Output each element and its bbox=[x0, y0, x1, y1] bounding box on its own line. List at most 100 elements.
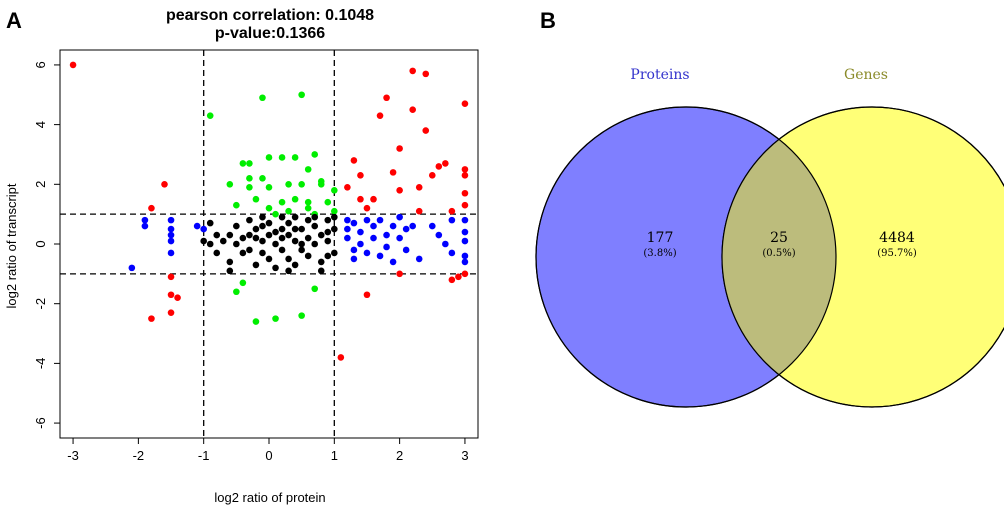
scatter-point bbox=[409, 222, 416, 230]
scatter-point bbox=[311, 240, 319, 248]
scatter-point bbox=[167, 309, 175, 316]
venn-intersection bbox=[722, 107, 836, 407]
scatter-point bbox=[344, 183, 351, 191]
scatter-point bbox=[272, 228, 279, 236]
scatter-point bbox=[317, 181, 325, 188]
scatter-point bbox=[285, 231, 292, 239]
scatter-point bbox=[69, 61, 77, 69]
scatter-point bbox=[226, 231, 234, 239]
scatter-point bbox=[396, 186, 403, 194]
scatter-point bbox=[370, 195, 377, 203]
scatter-point bbox=[265, 154, 273, 161]
scatter-point bbox=[409, 106, 416, 113]
scatter-point bbox=[402, 225, 410, 233]
scatter-point bbox=[448, 249, 456, 257]
scatter-point bbox=[311, 151, 319, 158]
scatter-point bbox=[344, 216, 351, 224]
scatter-point bbox=[370, 222, 377, 230]
scatter-point bbox=[285, 181, 292, 188]
scatter-point bbox=[383, 94, 390, 102]
scatter-point bbox=[383, 243, 390, 251]
scatter-point bbox=[324, 198, 332, 206]
scatter-point bbox=[370, 234, 377, 242]
scatter-point bbox=[435, 231, 443, 239]
venn-outline-proteins bbox=[535, 106, 837, 408]
scatter-point bbox=[461, 166, 469, 173]
scatter-point bbox=[291, 213, 299, 221]
scatter-point bbox=[259, 175, 266, 182]
scatter-point bbox=[402, 246, 410, 254]
venn-percent-genes-only: (95.7%) bbox=[877, 248, 917, 259]
scatter-point bbox=[298, 246, 305, 254]
scatter-point bbox=[363, 216, 371, 224]
y-tick-label: 0 bbox=[33, 240, 48, 247]
scatter-point bbox=[350, 255, 358, 263]
scatter-point bbox=[442, 160, 449, 167]
scatter-point bbox=[167, 225, 175, 233]
scatter-point bbox=[226, 258, 234, 266]
x-axis: -3 -2 -1 0 1 2 3 bbox=[67, 438, 469, 463]
scatter-point bbox=[448, 207, 456, 215]
scatter-point bbox=[396, 145, 403, 152]
scatter-point bbox=[167, 273, 175, 281]
venn-count-genes-only: 4484 bbox=[879, 230, 915, 246]
scatter-point bbox=[278, 246, 286, 254]
scatter-point bbox=[272, 264, 279, 272]
scatter-point bbox=[167, 237, 175, 245]
scatter-point bbox=[233, 240, 240, 248]
scatter-point bbox=[415, 255, 423, 263]
chart-subtitle: p-value:0.1366 bbox=[215, 25, 325, 42]
scatter-points bbox=[69, 61, 469, 361]
scatter-point bbox=[219, 237, 227, 245]
scatter-point bbox=[233, 201, 240, 209]
scatter-point bbox=[461, 216, 469, 224]
scatter-point bbox=[304, 204, 312, 212]
scatter-point bbox=[461, 252, 469, 260]
scatter-point bbox=[148, 204, 155, 212]
scatter-point bbox=[200, 237, 207, 245]
scatter-point bbox=[461, 100, 469, 108]
scatter-point bbox=[350, 246, 358, 254]
scatter-point bbox=[357, 228, 364, 236]
scatter-point bbox=[206, 240, 214, 248]
scatter-point bbox=[291, 195, 299, 203]
scatter-point bbox=[298, 240, 305, 248]
scatter-point bbox=[298, 91, 305, 99]
scatter-point bbox=[363, 291, 371, 299]
scatter-point bbox=[265, 204, 273, 212]
scatter-point bbox=[357, 172, 364, 179]
scatter-point bbox=[344, 225, 351, 233]
panel-a-letter: A bbox=[6, 8, 22, 33]
scatter-point bbox=[304, 216, 312, 224]
scatter-point bbox=[233, 222, 240, 230]
scatter-point bbox=[389, 169, 397, 176]
scatter-point bbox=[265, 231, 273, 239]
venn-label-genes: Genes bbox=[844, 67, 888, 83]
y-axis: -6 -4 -2 0 2 4 6 bbox=[33, 61, 60, 429]
chart-title: pearson correlation: 0.1048 bbox=[166, 7, 374, 24]
scatter-point bbox=[291, 237, 299, 245]
x-tick-label: 0 bbox=[265, 448, 272, 463]
scatter-point bbox=[161, 181, 168, 188]
scatter-point bbox=[389, 222, 397, 230]
scatter-point bbox=[363, 249, 371, 257]
scatter-point bbox=[259, 222, 266, 230]
scatter-point bbox=[376, 112, 384, 119]
scatter-point bbox=[376, 216, 384, 224]
scatter-point bbox=[141, 216, 149, 224]
scatter-point bbox=[259, 237, 266, 245]
x-tick-label: -1 bbox=[198, 448, 210, 463]
scatter-point bbox=[461, 258, 469, 266]
venn-count-proteins-only: 177 bbox=[647, 230, 674, 246]
scatter-point bbox=[167, 216, 175, 224]
y-tick-label: -2 bbox=[33, 298, 48, 310]
scatter-point bbox=[246, 183, 253, 191]
venn-count-intersection: 25 bbox=[770, 230, 788, 246]
scatter-point bbox=[285, 207, 292, 215]
scatter-point bbox=[285, 267, 292, 275]
scatter-point bbox=[246, 231, 253, 239]
scatter-point bbox=[324, 216, 332, 224]
scatter-point bbox=[259, 213, 266, 221]
scatter-point bbox=[213, 249, 221, 257]
scatter-point bbox=[461, 237, 469, 245]
